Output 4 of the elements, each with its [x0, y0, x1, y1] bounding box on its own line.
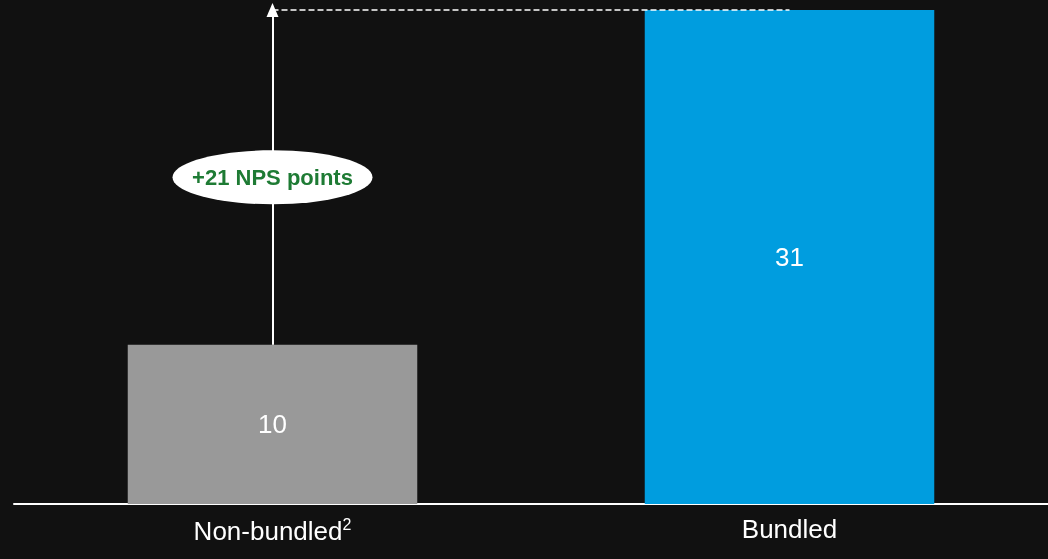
x-tick-label: Bundled	[741, 514, 838, 544]
data-label: 10	[258, 409, 287, 440]
annotation: +21 NPS points	[192, 164, 353, 190]
data-label: 31	[775, 242, 804, 272]
